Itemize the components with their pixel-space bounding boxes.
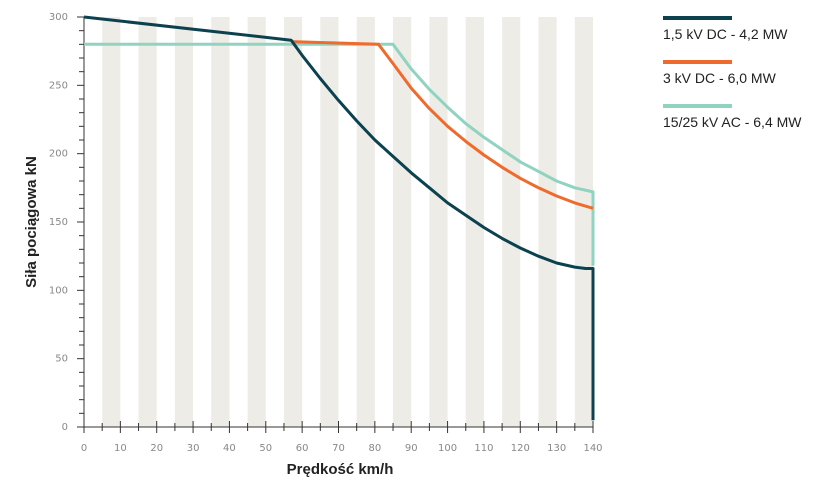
legend-item-1: 1,5 kV DC - 4,2 MW <box>663 16 828 60</box>
legend-swatch <box>663 104 732 108</box>
x-tick-label: 0 <box>81 443 87 454</box>
background-stripe <box>502 17 521 427</box>
background-stripe <box>247 17 266 427</box>
series-line-2 <box>291 40 594 210</box>
legend-label: 15/25 kV AC - 6,4 MW <box>663 114 802 130</box>
background-stripe <box>429 17 448 427</box>
x-axis-ticks: 0 10 20 30 40 50 60 70 80 90 100 110 120 130 140 <box>81 421 603 454</box>
background-stripe <box>574 17 593 427</box>
x-tick-label: 130 <box>547 443 566 454</box>
y-axis-ticks: 0 50 100 150 200 250 300 <box>49 12 85 433</box>
series-lines <box>83 15 595 421</box>
legend-label: 1,5 kV DC - 4,2 MW <box>663 26 788 42</box>
background-stripe <box>283 17 303 427</box>
x-tick-label: 60 <box>296 443 309 454</box>
legend: 1,5 kV DC - 4,2 MW 3 kV DC - 6,0 MW 15/2… <box>663 16 828 148</box>
y-tick-label: 300 <box>49 12 68 23</box>
series-line-1 <box>83 15 595 421</box>
y-tick-label: 100 <box>49 285 68 296</box>
legend-label: 3 kV DC - 6,0 MW <box>663 70 776 86</box>
legend-item-3: 15/25 kV AC - 6,4 MW <box>663 104 828 148</box>
background-stripe <box>356 17 375 427</box>
legend-swatch <box>663 60 732 64</box>
x-tick-label: 70 <box>332 443 345 454</box>
x-tick-label: 140 <box>583 443 602 454</box>
legend-item-2: 3 kV DC - 6,0 MW <box>663 60 828 104</box>
x-tick-label: 10 <box>114 443 127 454</box>
x-tick-label: 30 <box>187 443 200 454</box>
x-tick-label: 40 <box>223 443 236 454</box>
background-stripe <box>538 17 557 427</box>
background-stripe <box>393 17 412 427</box>
x-tick-label: 20 <box>150 443 163 454</box>
x-tick-label: 80 <box>368 443 381 454</box>
y-tick-label: 250 <box>49 80 68 91</box>
x-tick-label: 120 <box>511 443 530 454</box>
x-tick-label: 110 <box>474 443 493 454</box>
y-tick-label: 0 <box>62 422 68 433</box>
background-stripe <box>102 17 121 427</box>
y-tick-label: 150 <box>49 217 68 228</box>
background-stripe <box>138 17 157 427</box>
y-axis-title: Siła pociągowa kN <box>23 156 40 288</box>
x-tick-label: 50 <box>259 443 272 454</box>
x-axis-title: Prędkość km/h <box>287 461 394 478</box>
background-stripe <box>174 17 194 427</box>
legend-swatch <box>663 16 732 20</box>
background-stripes <box>102 17 593 427</box>
y-tick-label: 200 <box>49 149 68 160</box>
background-stripe <box>211 17 230 427</box>
y-tick-label: 50 <box>55 354 68 365</box>
background-stripe <box>320 17 339 427</box>
series-line-3 <box>84 42 595 266</box>
x-tick-label: 90 <box>405 443 418 454</box>
x-tick-label: 100 <box>438 443 457 454</box>
